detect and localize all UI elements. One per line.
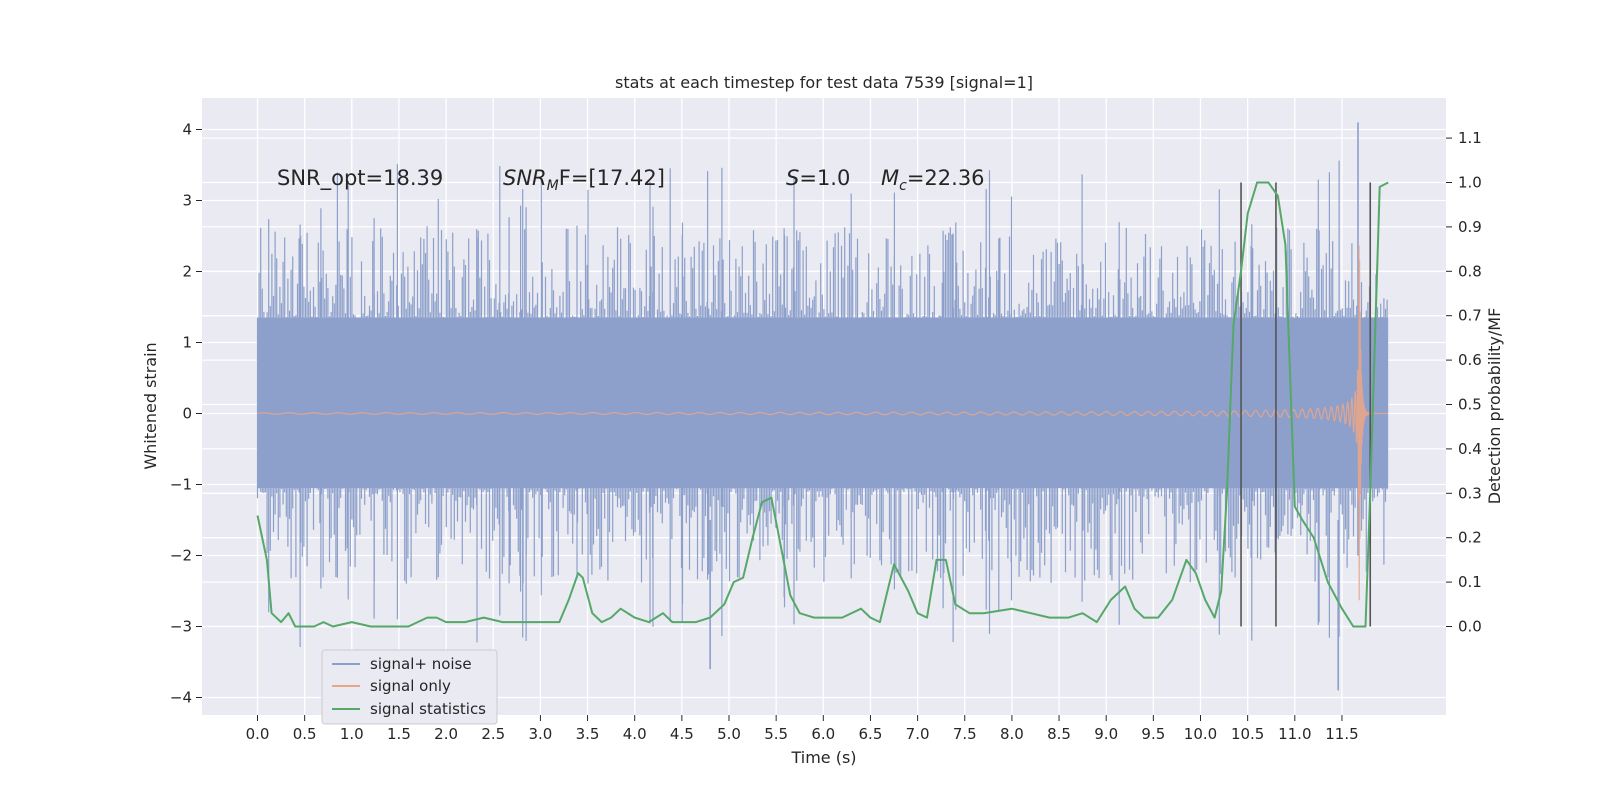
x-tick-label: 5.0 <box>717 725 741 743</box>
x-tick-label: 6.0 <box>811 725 835 743</box>
x-tick-label: 8.5 <box>1047 725 1071 743</box>
y2-tick-label: 0.3 <box>1458 484 1482 502</box>
x-tick-label: 5.5 <box>764 725 788 743</box>
x-tick-label: 6.5 <box>859 725 883 743</box>
legend-label-stats: signal statistics <box>370 700 486 718</box>
annotation-s: S=1.0 <box>786 166 850 190</box>
y2-tick-label: 0.9 <box>1458 218 1482 236</box>
annotation-snr-mf: SNRMF=[17.42] <box>503 166 665 194</box>
y-tick-label: −1 <box>170 476 192 494</box>
legend-label-signal: signal only <box>370 677 451 695</box>
y2-axis-label: Detection probability/MF <box>1485 308 1504 505</box>
y2-tick-label: 1.0 <box>1458 174 1482 192</box>
x-tick-label: 11.5 <box>1325 725 1358 743</box>
y-tick-label: 1 <box>182 334 192 352</box>
x-tick-label: 3.5 <box>576 725 600 743</box>
chart-title: stats at each timestep for test data 753… <box>615 73 1033 92</box>
x-tick-label: 9.5 <box>1141 725 1165 743</box>
x-tick-label: 0.0 <box>246 725 270 743</box>
x-tick-label: 0.5 <box>293 725 317 743</box>
annotation-snr-mf-main: SNR <box>503 166 547 190</box>
noise-spikes <box>256 160 1388 647</box>
x-tick-label: 2.5 <box>481 725 505 743</box>
stats-series <box>256 181 1389 628</box>
annotation-snr-opt: SNR_opt=18.39 <box>277 166 443 191</box>
annotation-s-main: S <box>786 166 799 190</box>
x-tick-label: 9.0 <box>1094 725 1118 743</box>
x-tick-label: 10.0 <box>1184 725 1217 743</box>
x-tick-label: 11.0 <box>1278 725 1311 743</box>
y-tick-label: −3 <box>170 618 192 636</box>
noise-series <box>256 122 1389 691</box>
y2-tick-label: 0.5 <box>1458 396 1482 414</box>
signal-chirp-line <box>257 245 1389 601</box>
x-tick-label: 4.5 <box>670 725 694 743</box>
x-tick-label: 1.0 <box>340 725 364 743</box>
y2-tick-label: 0.6 <box>1458 351 1482 369</box>
y-tick-label: 2 <box>182 263 192 281</box>
x-tick-label: 4.0 <box>623 725 647 743</box>
x-tick-label: 2.0 <box>434 725 458 743</box>
x-tick-label: 10.5 <box>1231 725 1264 743</box>
legend-label-noise: signal+ noise <box>370 655 472 673</box>
signal-series <box>257 245 1389 601</box>
y2-tick-label: 1.1 <box>1458 129 1482 147</box>
y2-tick-label: 0.0 <box>1458 618 1482 636</box>
annotation-mc-sub: c <box>899 178 907 194</box>
annotation-s-rest: =1.0 <box>799 166 850 190</box>
y-tick-label: −2 <box>170 547 192 565</box>
y2-tick-label: 0.8 <box>1458 262 1482 280</box>
y-axis-label: Whitened strain <box>141 342 160 469</box>
y-axis-ticks: 4 3 2 1 0 −1 −2 −3 −4 <box>170 121 202 707</box>
x-axis-label: Time (s) <box>790 748 856 767</box>
y-tick-label: 4 <box>182 121 192 139</box>
annotation-snr-mf-sub: M <box>547 178 559 194</box>
y2-tick-label: 0.7 <box>1458 307 1482 325</box>
annotation-mc-rest: =22.36 <box>907 166 985 190</box>
y-tick-label: 0 <box>182 405 192 423</box>
annotation-mc: Mc=22.36 <box>881 166 985 194</box>
x-tick-label: 1.5 <box>387 725 411 743</box>
x-tick-label: 7.0 <box>906 725 930 743</box>
annotation-mc-main: M <box>881 166 899 190</box>
y2-tick-label: 0.2 <box>1458 529 1482 547</box>
legend: signal+ noise signal only signal statist… <box>321 649 498 725</box>
stats-line <box>256 181 1389 628</box>
y2-tick-label: 0.1 <box>1458 573 1482 591</box>
y2-axis-ticks: 0.0 0.1 0.2 0.3 0.4 0.5 0.6 0.7 0.8 0.9 1.0 1.1 <box>1446 129 1482 636</box>
x-tick-label: 3.0 <box>528 725 552 743</box>
y-tick-label: −4 <box>170 689 192 707</box>
annotation-snr-mf-rest: F=[17.42] <box>559 166 665 190</box>
legend-box <box>321 649 498 725</box>
y-tick-label: 3 <box>182 192 192 210</box>
x-axis-ticks: 0.0 0.5 1.0 1.5 2.0 2.5 3.0 3.5 4.0 4.5 5.0 5.5 6.0 6… <box>246 715 1359 743</box>
x-tick-label: 8.0 <box>1000 725 1024 743</box>
y2-tick-label: 0.4 <box>1458 440 1482 458</box>
vertical-markers <box>1240 182 1372 627</box>
x-tick-label: 7.5 <box>953 725 977 743</box>
